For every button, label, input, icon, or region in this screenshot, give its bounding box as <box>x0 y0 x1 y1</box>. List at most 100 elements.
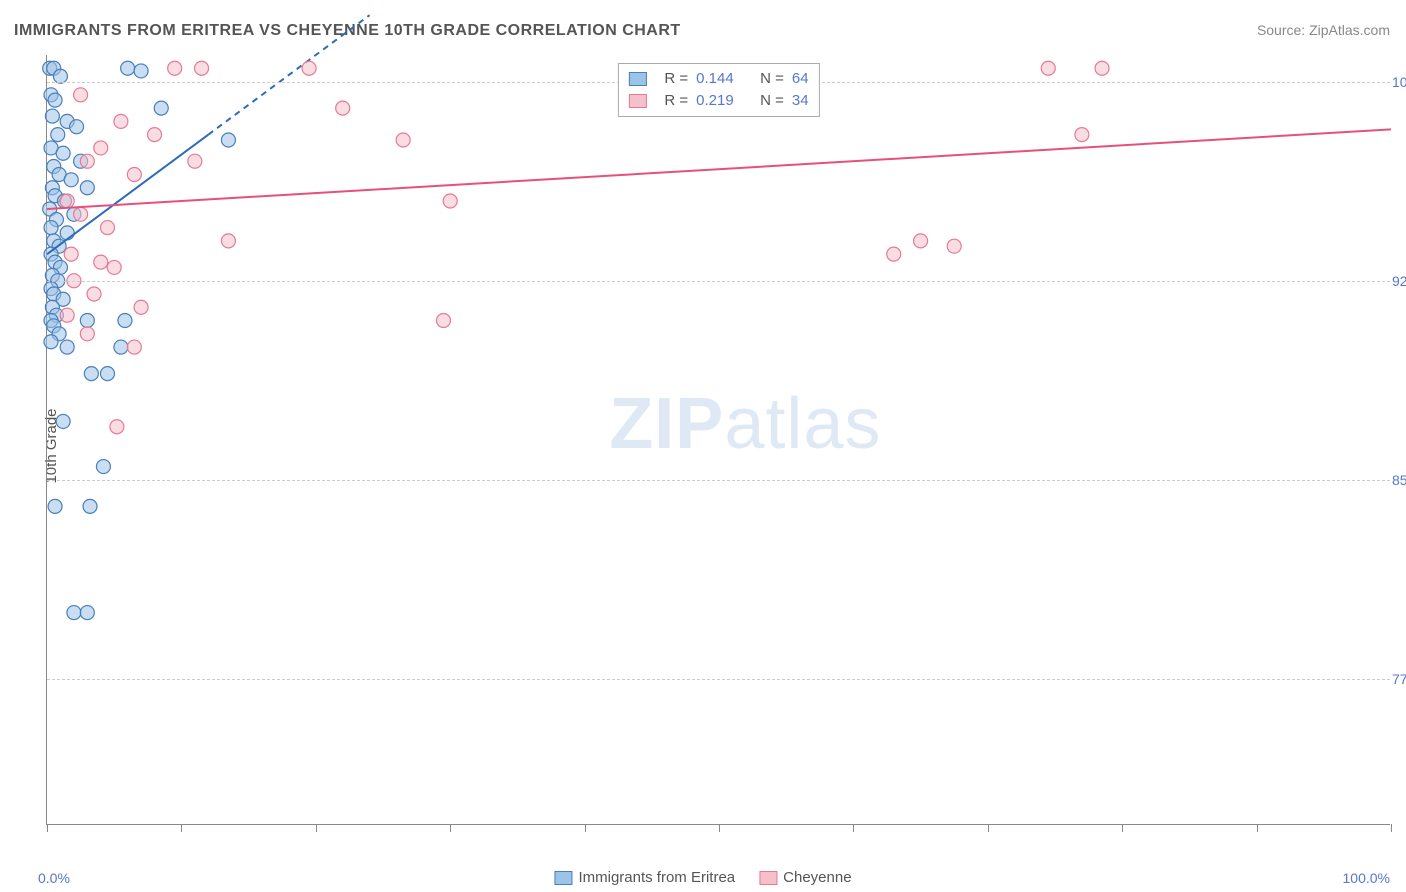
data-point[interactable] <box>947 239 961 253</box>
data-point[interactable] <box>221 133 235 147</box>
legend-label: Immigrants from Eritrea <box>578 869 735 886</box>
data-point[interactable] <box>67 606 81 620</box>
data-point[interactable] <box>221 234 235 248</box>
scatter-svg <box>47 55 1390 824</box>
x-tick <box>1122 824 1123 832</box>
data-point[interactable] <box>396 133 410 147</box>
data-point[interactable] <box>51 128 65 142</box>
x-tick <box>585 824 586 832</box>
data-point[interactable] <box>127 167 141 181</box>
y-tick-label: 85.0% <box>1392 472 1406 488</box>
series-legend: Immigrants from Eritrea Cheyenne <box>554 869 851 886</box>
correlation-legend-row: R =0.219N =34 <box>628 90 808 112</box>
data-point[interactable] <box>60 194 74 208</box>
x-tick <box>719 824 720 832</box>
data-point[interactable] <box>96 460 110 474</box>
chart-title: IMMIGRANTS FROM ERITREA VS CHEYENNE 10TH… <box>14 22 681 40</box>
data-point[interactable] <box>127 340 141 354</box>
data-point[interactable] <box>60 226 74 240</box>
data-point[interactable] <box>134 64 148 78</box>
data-point[interactable] <box>148 128 162 142</box>
data-point[interactable] <box>195 61 209 75</box>
n-label: N = <box>760 68 784 90</box>
y-tick-label: 92.5% <box>1392 273 1406 289</box>
data-point[interactable] <box>80 606 94 620</box>
data-point[interactable] <box>94 255 108 269</box>
data-point[interactable] <box>107 260 121 274</box>
x-axis-max-label: 100.0% <box>1343 870 1390 886</box>
data-point[interactable] <box>134 300 148 314</box>
legend-item: Cheyenne <box>759 869 851 886</box>
data-point[interactable] <box>336 101 350 115</box>
data-point[interactable] <box>60 308 74 322</box>
source-link[interactable]: ZipAtlas.com <box>1309 22 1390 38</box>
data-point[interactable] <box>60 340 74 354</box>
data-point[interactable] <box>56 414 70 428</box>
legend-item: Immigrants from Eritrea <box>554 869 735 886</box>
chart-container: IMMIGRANTS FROM ERITREA VS CHEYENNE 10TH… <box>0 0 1406 892</box>
data-point[interactable] <box>80 181 94 195</box>
data-point[interactable] <box>83 499 97 513</box>
legend-swatch <box>628 94 646 108</box>
data-point[interactable] <box>70 120 84 134</box>
data-point[interactable] <box>302 61 316 75</box>
data-point[interactable] <box>443 194 457 208</box>
data-point[interactable] <box>914 234 928 248</box>
gridline <box>47 281 1390 282</box>
x-axis-min-label: 0.0% <box>38 870 70 886</box>
data-point[interactable] <box>45 109 59 123</box>
r-label: R = <box>664 68 688 90</box>
data-point[interactable] <box>94 141 108 155</box>
data-point[interactable] <box>44 221 58 235</box>
plot-area: ZIPatlas R =0.144N =64R =0.219N =34 77.5… <box>46 55 1390 825</box>
gridline <box>47 480 1390 481</box>
data-point[interactable] <box>100 221 114 235</box>
x-tick <box>316 824 317 832</box>
data-point[interactable] <box>64 173 78 187</box>
data-point[interactable] <box>87 287 101 301</box>
n-label: N = <box>760 90 784 112</box>
data-point[interactable] <box>887 247 901 261</box>
r-label: R = <box>664 90 688 112</box>
data-point[interactable] <box>154 101 168 115</box>
data-point[interactable] <box>114 340 128 354</box>
data-point[interactable] <box>80 154 94 168</box>
data-point[interactable] <box>118 314 132 328</box>
data-point[interactable] <box>121 61 135 75</box>
legend-label: Cheyenne <box>783 869 851 886</box>
y-tick-label: 100.0% <box>1392 74 1406 90</box>
data-point[interactable] <box>114 114 128 128</box>
source-attribution: Source: ZipAtlas.com <box>1257 22 1390 38</box>
x-tick <box>450 824 451 832</box>
data-point[interactable] <box>80 327 94 341</box>
x-tick <box>988 824 989 832</box>
x-tick <box>181 824 182 832</box>
n-value: 34 <box>792 90 809 112</box>
data-point[interactable] <box>48 499 62 513</box>
legend-swatch <box>759 871 777 885</box>
source-label: Source: <box>1257 22 1305 38</box>
y-tick-label: 77.5% <box>1392 671 1406 687</box>
data-point[interactable] <box>74 88 88 102</box>
trend-line <box>47 129 1391 209</box>
data-point[interactable] <box>84 367 98 381</box>
data-point[interactable] <box>1095 61 1109 75</box>
data-point[interactable] <box>110 420 124 434</box>
gridline <box>47 679 1390 680</box>
x-tick <box>1391 824 1392 832</box>
legend-swatch <box>628 72 646 86</box>
data-point[interactable] <box>100 367 114 381</box>
data-point[interactable] <box>80 314 94 328</box>
data-point[interactable] <box>64 247 78 261</box>
legend-swatch <box>554 871 572 885</box>
data-point[interactable] <box>188 154 202 168</box>
data-point[interactable] <box>44 335 58 349</box>
data-point[interactable] <box>74 207 88 221</box>
data-point[interactable] <box>1041 61 1055 75</box>
x-tick <box>853 824 854 832</box>
data-point[interactable] <box>436 314 450 328</box>
data-point[interactable] <box>168 61 182 75</box>
data-point[interactable] <box>56 146 70 160</box>
data-point[interactable] <box>1075 128 1089 142</box>
data-point[interactable] <box>48 93 62 107</box>
